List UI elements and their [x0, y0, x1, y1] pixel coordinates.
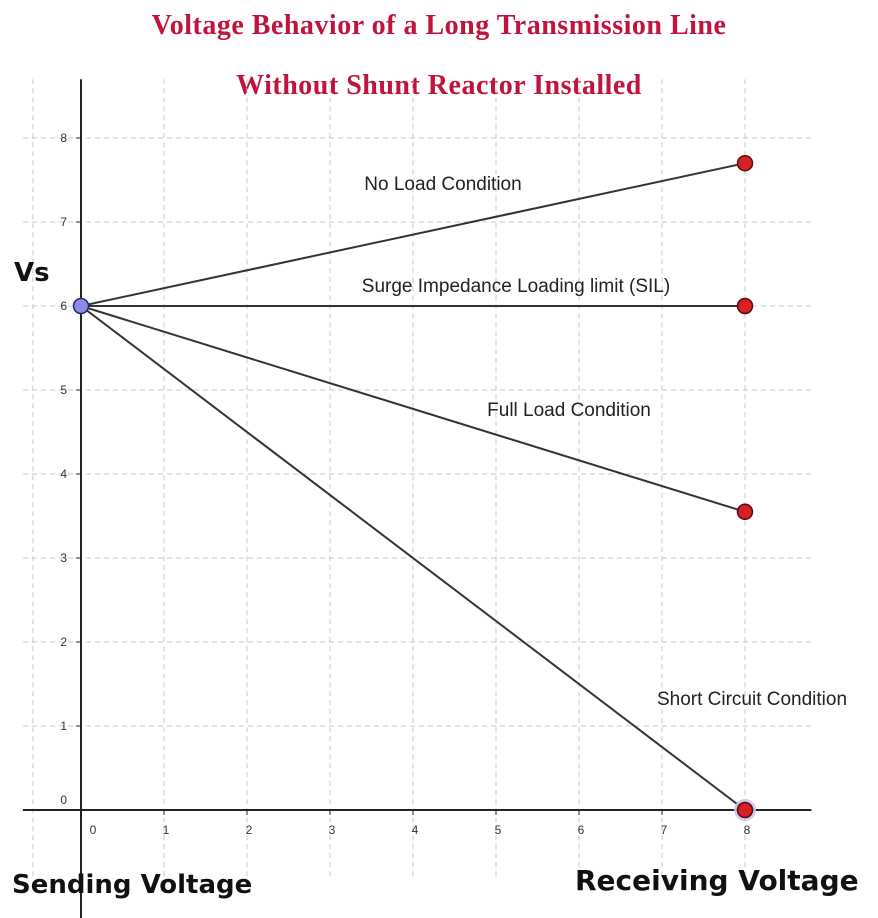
x-tick-label: 8	[744, 823, 751, 837]
x-tick-label: 1	[163, 823, 170, 837]
chart-subtitle: Without Shunt Reactor Installed	[236, 70, 642, 101]
chart-title: Voltage Behavior of a Long Transmission …	[151, 10, 727, 41]
x-tick-label: 0	[90, 823, 97, 837]
start-point	[72, 297, 90, 315]
x-tick-label: 2	[246, 823, 253, 837]
y-axis-label: Vs	[14, 258, 50, 288]
x-axis-label-left: Sending Voltage	[12, 870, 253, 900]
series-labels: No Load Condition Surge Impedance Loading…	[362, 174, 847, 710]
series-label: Full Load Condition	[487, 400, 651, 421]
series-label: Short Circuit Condition	[657, 689, 847, 710]
x-tick-label: 3	[329, 823, 336, 837]
y-tick-label: 6	[60, 299, 67, 313]
x-axis-label-right: Receiving Voltage	[575, 864, 859, 897]
y-tick-label: 8	[60, 131, 67, 145]
series-line	[80, 305, 746, 513]
series-label: No Load Condition	[364, 174, 521, 195]
y-tick-label: 3	[60, 551, 67, 565]
end-point	[736, 154, 754, 172]
series-lines	[80, 162, 746, 811]
end-point	[736, 801, 754, 819]
y-tick-label: 0	[60, 793, 67, 807]
series-line	[80, 305, 746, 811]
data-points	[72, 154, 756, 821]
series-line	[80, 162, 746, 307]
y-tick-label: 7	[60, 215, 67, 229]
x-tick-label: 4	[412, 823, 419, 837]
x-tick-label: 5	[495, 823, 502, 837]
end-point	[736, 503, 754, 521]
series-label: Surge Impedance Loading limit (SIL)	[362, 276, 670, 297]
end-point	[736, 297, 754, 315]
y-tick-label: 2	[60, 635, 67, 649]
x-tick-label: 6	[578, 823, 585, 837]
y-tick-label: 4	[60, 467, 67, 481]
tick-labels: 0 1 2 3 4 5 6 7 8 0 1 2 3 4 5 6 7 8	[60, 131, 750, 837]
grid-lines	[22, 79, 812, 878]
y-tick-label: 5	[60, 383, 67, 397]
axes	[22, 79, 812, 918]
y-tick-label: 1	[60, 719, 67, 733]
x-tick-label: 7	[661, 823, 668, 837]
